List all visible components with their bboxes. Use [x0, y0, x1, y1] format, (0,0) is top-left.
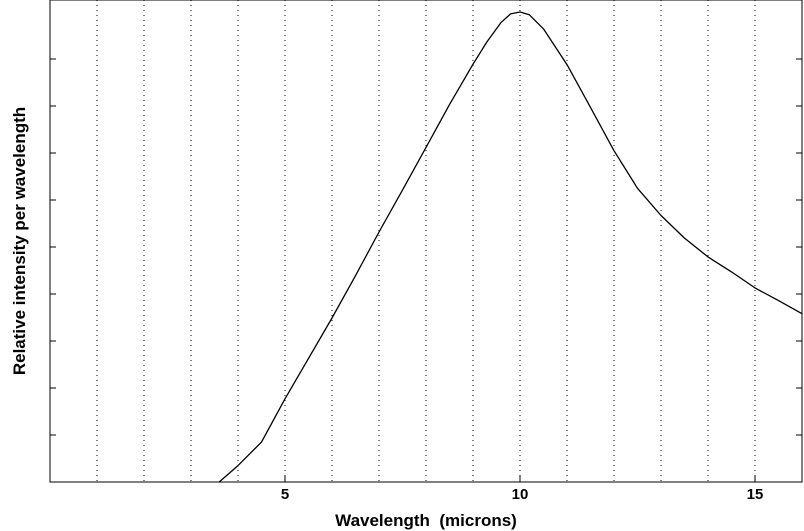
tick-labels: 5 10 15 — [281, 486, 764, 503]
grid-lines — [96, 0, 756, 482]
series-line-0 — [218, 11, 803, 483]
x-tick-label-5: 5 — [281, 486, 289, 503]
series — [218, 11, 803, 483]
plot-frame — [49, 0, 803, 483]
x-axis-title: Wavelength (microns) — [335, 511, 517, 530]
x-tick-label-15: 15 — [747, 486, 764, 503]
x-tick-label-10: 10 — [512, 486, 529, 503]
axis-ticks — [50, 58, 802, 482]
y-axis-title: Relative intensity per wavelength — [10, 107, 29, 375]
